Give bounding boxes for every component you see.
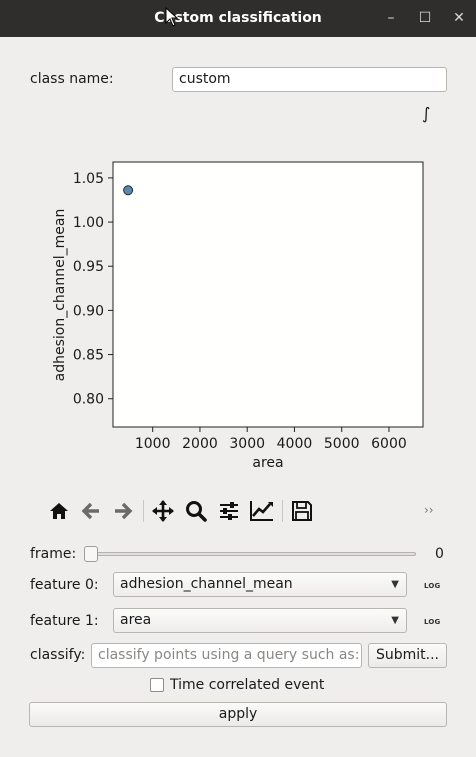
apply-button[interactable]: apply [29, 702, 447, 727]
home-button[interactable] [44, 496, 74, 526]
classify-query-input[interactable]: classify points using a query such as:..… [91, 643, 362, 668]
y-tick-label: 0.95 [73, 259, 104, 275]
toolbar-separator [143, 500, 144, 522]
zoom-button[interactable] [181, 496, 211, 526]
forward-button[interactable] [108, 496, 138, 526]
toolbar-separator [282, 500, 283, 522]
time-correlated-checkbox[interactable] [150, 678, 164, 692]
minimize-button[interactable]: – [387, 10, 395, 26]
chevron-down-icon: ▼ [391, 579, 399, 590]
x-tick-label: 4000 [277, 436, 313, 452]
scatter-plot[interactable]: 1000 2000 3000 4000 5000 6000 0.80 0.85 0.90 0.9… [0, 140, 476, 485]
feature-0-value: adhesion_channel_mean [120, 576, 293, 592]
save-button[interactable] [287, 496, 317, 526]
x-tick-label: 3000 [229, 436, 265, 452]
x-tick-label: 2000 [182, 436, 218, 452]
mouse-cursor-icon [165, 7, 179, 27]
feature-1-select[interactable]: area ▼ [113, 608, 407, 633]
title-bar: Custom classification – ☐ ✕ [0, 0, 476, 37]
save-icon [292, 501, 312, 521]
y-tick-label: 0.85 [73, 348, 104, 364]
integral-icon[interactable]: ∫ [422, 104, 431, 123]
y-tick-label: 0.80 [73, 392, 104, 408]
window-title: Custom classification [154, 10, 322, 26]
x-tick-label: 1000 [135, 436, 171, 452]
x-axis-ticks: 1000 2000 3000 4000 5000 6000 [135, 427, 407, 452]
data-points [123, 185, 134, 196]
home-icon [50, 503, 68, 519]
classify-label: classify: [30, 647, 86, 663]
back-arrow-icon [81, 502, 99, 520]
y-tick-label: 0.90 [73, 303, 104, 319]
toolbar-overflow-button[interactable]: ›› [424, 503, 434, 517]
edit-axis-button[interactable] [247, 496, 277, 526]
edit-axis-icon [250, 501, 273, 521]
feature-0-label: feature 0: [30, 577, 99, 593]
x-tick-label: 6000 [371, 436, 407, 452]
time-correlated-label: Time correlated event [170, 677, 325, 693]
frame-slider-track[interactable] [88, 552, 416, 556]
chevron-down-icon: ▼ [391, 615, 399, 626]
zoom-icon [186, 501, 207, 522]
frame-slider-handle[interactable] [84, 546, 98, 562]
classify-query-placeholder: classify points using a query such as:..… [98, 647, 362, 663]
y-tick-label: 1.05 [73, 171, 104, 187]
feature-1-label: feature 1: [30, 613, 99, 629]
y-axis-label: adhesion_channel_mean [52, 209, 68, 382]
configure-subplots-button[interactable] [214, 496, 244, 526]
maximize-button[interactable]: ☐ [418, 10, 432, 26]
submit-button[interactable]: Submit... [368, 643, 447, 668]
pan-icon [152, 500, 174, 522]
frame-value: 0 [435, 546, 444, 562]
x-tick-label: 5000 [324, 436, 360, 452]
feature-0-log-button[interactable]: LOG [424, 582, 441, 590]
class-name-label: class name: [30, 71, 114, 87]
frame-label: frame: [30, 546, 77, 562]
feature-1-log-button[interactable]: LOG [424, 618, 441, 626]
y-tick-label: 1.00 [73, 215, 104, 231]
forward-arrow-icon [115, 502, 133, 520]
feature-0-select[interactable]: adhesion_channel_mean ▼ [113, 572, 407, 597]
configure-subplots-icon [220, 502, 238, 520]
class-name-input[interactable]: custom [172, 67, 447, 92]
feature-1-value: area [120, 612, 152, 628]
data-point [123, 185, 134, 196]
x-axis-label: area [252, 455, 283, 471]
close-button[interactable]: ✕ [453, 10, 465, 26]
back-button[interactable] [76, 496, 106, 526]
y-axis-ticks: 0.80 0.85 0.90 0.95 1.00 1.05 [73, 171, 113, 408]
plot-area [112, 161, 424, 428]
pan-button[interactable] [148, 496, 178, 526]
